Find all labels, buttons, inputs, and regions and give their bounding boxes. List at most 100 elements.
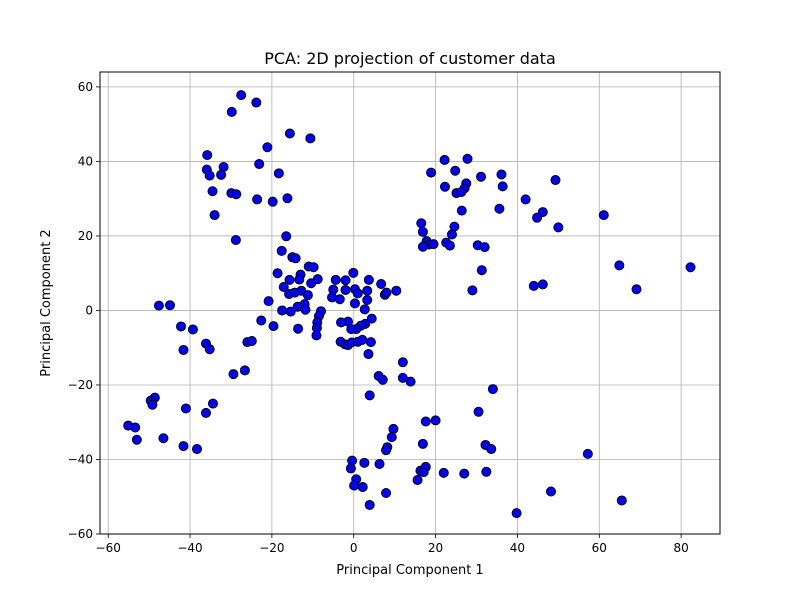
data-point: [494, 203, 505, 214]
x-tick-label: 20: [428, 541, 443, 555]
data-point: [290, 253, 301, 264]
data-point: [340, 275, 351, 286]
x-axis-label: Principal Component 1: [336, 563, 483, 578]
x-tick-label: 40: [510, 541, 525, 555]
data-point: [176, 321, 187, 332]
y-axis-label: Principal Component 2: [39, 229, 54, 376]
x-tick-label: 80: [673, 541, 688, 555]
y-tick-label: −40: [68, 452, 93, 466]
data-point: [417, 226, 428, 237]
data-point: [420, 416, 431, 427]
data-point: [328, 284, 339, 295]
data-point: [200, 407, 211, 418]
data-point: [362, 285, 373, 296]
data-point: [352, 288, 363, 299]
y-axis-ticks: −60 −40 −20 0 20 40 60: [68, 80, 100, 541]
data-point: [216, 169, 227, 180]
data-point: [153, 300, 164, 311]
data-point: [363, 349, 374, 360]
data-point: [528, 280, 539, 291]
data-point: [450, 165, 461, 176]
data-point: [631, 284, 642, 295]
y-tick-label: −20: [68, 378, 93, 392]
data-point: [239, 365, 250, 376]
data-point: [330, 274, 341, 285]
data-point: [553, 222, 564, 233]
data-point: [207, 186, 218, 197]
data-point: [362, 295, 373, 306]
data-point: [131, 434, 142, 445]
data-point: [397, 357, 408, 368]
data-point: [366, 313, 377, 324]
data-point: [340, 284, 351, 295]
data-point: [365, 337, 376, 348]
data-point: [336, 317, 347, 328]
data-point: [428, 239, 439, 250]
data-point: [349, 480, 360, 491]
data-point: [364, 390, 375, 401]
data-point: [294, 274, 305, 285]
data-point: [497, 181, 508, 192]
data-point: [226, 106, 237, 117]
data-point: [267, 196, 278, 207]
data-point: [272, 268, 283, 279]
data-point: [306, 278, 317, 289]
x-tick-label: 60: [592, 541, 607, 555]
data-point: [439, 181, 450, 192]
data-point: [381, 287, 392, 298]
data-point: [346, 324, 357, 335]
data-point: [130, 422, 141, 433]
data-point: [349, 298, 360, 309]
data-point: [348, 267, 359, 278]
data-point: [202, 150, 213, 161]
data-points: [123, 90, 696, 519]
data-point: [537, 279, 548, 290]
data-point: [300, 304, 311, 315]
data-point: [158, 433, 169, 444]
data-point: [357, 334, 368, 345]
data-point: [334, 294, 345, 305]
data-point: [550, 175, 561, 186]
data-point: [289, 287, 300, 298]
data-point: [459, 468, 470, 479]
data-point: [598, 210, 609, 221]
data-point: [180, 403, 191, 414]
data-point: [476, 171, 487, 182]
data-point: [412, 474, 423, 485]
data-point: [381, 445, 392, 456]
data-point: [439, 154, 450, 165]
data-point: [479, 242, 490, 253]
data-point: [405, 376, 416, 387]
y-tick-label: −60: [68, 527, 93, 541]
data-point: [417, 241, 428, 252]
data-point: [496, 169, 507, 180]
data-point: [685, 262, 696, 273]
y-tick-label: 60: [78, 80, 93, 94]
data-point: [582, 448, 593, 459]
data-point: [236, 90, 247, 101]
data-point: [281, 231, 292, 242]
data-point: [416, 218, 427, 229]
data-point: [381, 488, 392, 499]
data-point: [256, 315, 267, 326]
data-point: [446, 229, 457, 240]
data-point: [284, 274, 295, 285]
x-tick-label: −20: [259, 541, 284, 555]
data-point: [209, 210, 220, 221]
data-point: [438, 467, 449, 478]
x-axis-ticks: −60 −40 −20 0 20 40 60 80: [96, 534, 689, 555]
data-point: [417, 438, 428, 449]
data-point: [357, 482, 368, 493]
data-point: [273, 168, 284, 179]
data-point: [532, 212, 543, 223]
data-point: [282, 193, 293, 204]
data-point: [311, 330, 322, 341]
data-point: [191, 444, 202, 455]
data-point: [364, 499, 375, 510]
data-point: [456, 186, 467, 197]
data-point: [204, 170, 215, 181]
data-point: [263, 296, 274, 307]
data-point: [262, 142, 273, 153]
